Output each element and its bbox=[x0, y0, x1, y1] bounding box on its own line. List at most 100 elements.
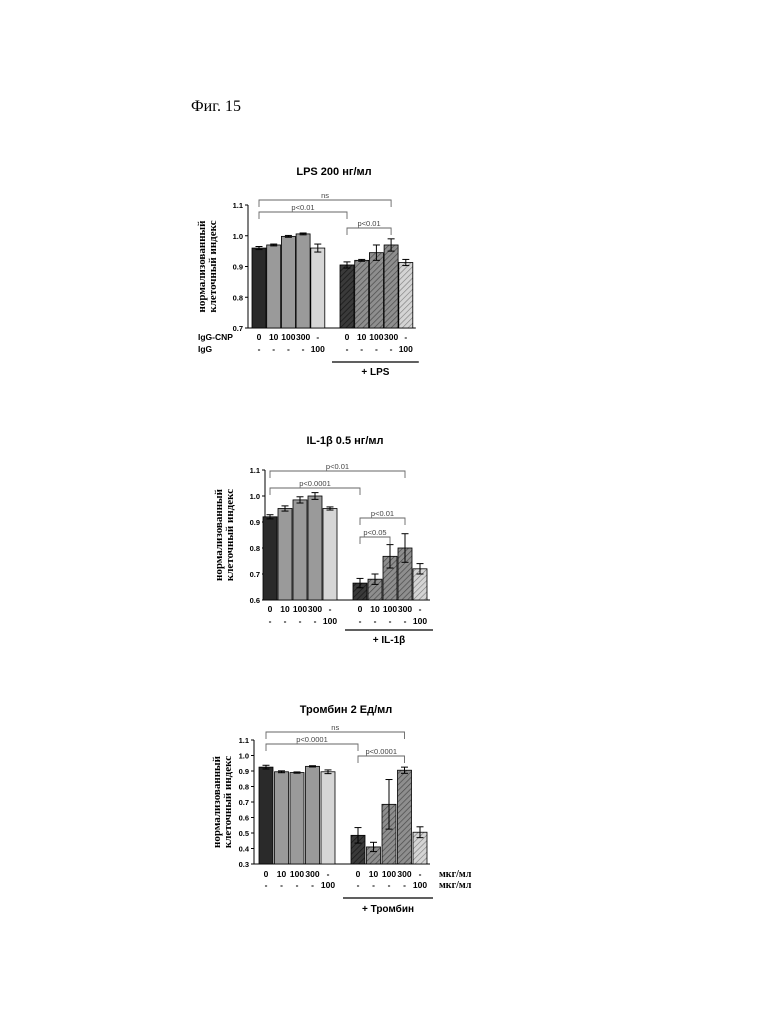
significance-bracket bbox=[347, 228, 391, 235]
y-tick-label: 0.7 bbox=[250, 570, 260, 579]
bar bbox=[267, 245, 281, 328]
y-tick-label: 0.3 bbox=[239, 860, 249, 869]
y-tick-label: 1.0 bbox=[250, 492, 260, 501]
significance-bracket bbox=[360, 537, 390, 544]
x-tick-label: - bbox=[404, 332, 407, 342]
bar bbox=[398, 770, 412, 864]
x-tick-label-row2: - bbox=[357, 880, 360, 890]
group-label: + Тромбин bbox=[362, 903, 414, 915]
x-tick-label: 100 bbox=[281, 332, 295, 342]
bar bbox=[252, 248, 266, 328]
chart-title: IL-1β 0.5 нг/мл bbox=[306, 435, 383, 447]
significance-bracket bbox=[259, 200, 391, 207]
x-tick-label: 0 bbox=[257, 332, 262, 342]
bar bbox=[311, 248, 325, 328]
x-tick-label-row2: - bbox=[287, 344, 290, 354]
x-tick-label: 100 bbox=[383, 604, 397, 614]
significance-bracket bbox=[266, 732, 405, 739]
bar bbox=[384, 245, 398, 328]
x-tick-label: 10 bbox=[357, 332, 367, 342]
x-tick-label-row2: - bbox=[302, 344, 305, 354]
bar bbox=[263, 517, 277, 600]
x-tick-label-row2: 100 bbox=[321, 880, 335, 890]
y-tick-label: 0.5 bbox=[239, 829, 249, 838]
significance-label: p<0.01 bbox=[371, 509, 394, 518]
bar bbox=[278, 508, 292, 600]
significance-bracket bbox=[266, 744, 358, 751]
y-tick-label: 1.0 bbox=[233, 232, 243, 241]
group-label: + LPS bbox=[361, 367, 389, 378]
significance-bracket bbox=[360, 518, 405, 525]
significance-label: p<0.0001 bbox=[366, 747, 398, 756]
y-tick-label: 1.1 bbox=[233, 201, 243, 210]
x-tick-label: 10 bbox=[370, 604, 380, 614]
bar bbox=[323, 508, 337, 600]
x-tick-label: 0 bbox=[268, 604, 273, 614]
bar bbox=[275, 772, 289, 864]
x-tick-label: 10 bbox=[277, 869, 287, 879]
significance-bracket bbox=[358, 756, 405, 763]
x-tick-label: 0 bbox=[345, 332, 350, 342]
significance-label: p<0.0001 bbox=[299, 479, 331, 488]
y-tick-label: 0.7 bbox=[233, 324, 243, 333]
y-axis-label: клеточный индекс bbox=[224, 489, 236, 581]
y-tick-label: 1.1 bbox=[239, 736, 249, 745]
unit-label: мкг/мл bbox=[439, 869, 472, 880]
x-tick-label-row2: - bbox=[346, 344, 349, 354]
row-label: IgG-CNP bbox=[198, 332, 233, 342]
x-tick-label-row2: 100 bbox=[413, 616, 427, 626]
significance-label: p<0.01 bbox=[291, 203, 314, 212]
row-label: IgG bbox=[198, 344, 213, 354]
x-tick-label-row2: - bbox=[311, 880, 314, 890]
x-tick-label-row2: - bbox=[314, 616, 317, 626]
bar bbox=[321, 772, 335, 864]
bar bbox=[355, 260, 369, 328]
bar bbox=[259, 767, 273, 864]
y-tick-label: 0.7 bbox=[239, 798, 249, 807]
x-tick-label: 10 bbox=[280, 604, 290, 614]
significance-label: p<0.0001 bbox=[296, 735, 328, 744]
x-tick-label: 100 bbox=[293, 604, 307, 614]
x-tick-label: 300 bbox=[308, 604, 322, 614]
y-tick-label: 0.8 bbox=[250, 544, 260, 553]
x-tick-label-row2: - bbox=[299, 616, 302, 626]
y-axis-label: клеточный индекс bbox=[222, 756, 234, 848]
bar bbox=[290, 773, 304, 864]
x-tick-label-row2: - bbox=[284, 616, 287, 626]
x-tick-label: - bbox=[419, 604, 422, 614]
x-tick-label-row2: 100 bbox=[399, 344, 413, 354]
y-tick-label: 0.4 bbox=[239, 845, 250, 854]
x-tick-label: 100 bbox=[369, 332, 383, 342]
x-tick-label-row2: - bbox=[265, 880, 268, 890]
x-tick-label-row2: - bbox=[403, 880, 406, 890]
y-tick-label: 1.1 bbox=[250, 466, 260, 475]
x-tick-label: - bbox=[329, 604, 332, 614]
bar bbox=[369, 253, 383, 328]
x-tick-label-row2: - bbox=[390, 344, 393, 354]
x-tick-label-row2: - bbox=[269, 616, 272, 626]
x-tick-label: 300 bbox=[398, 604, 412, 614]
bar bbox=[293, 500, 307, 600]
x-tick-label-row2: - bbox=[296, 880, 299, 890]
x-tick-label-row2: 100 bbox=[323, 616, 337, 626]
x-tick-label: 300 bbox=[397, 869, 411, 879]
significance-label: ns bbox=[331, 723, 339, 732]
group-label: + IL-1β bbox=[373, 635, 406, 646]
x-tick-label: 300 bbox=[384, 332, 398, 342]
chart-title: Тромбин 2 Ед/мл bbox=[300, 704, 393, 716]
x-tick-label: 100 bbox=[382, 869, 396, 879]
x-tick-label-row2: - bbox=[374, 616, 377, 626]
y-tick-label: 0.8 bbox=[239, 783, 249, 792]
y-tick-label: 0.9 bbox=[233, 263, 243, 272]
x-tick-label-row2: 100 bbox=[311, 344, 325, 354]
y-tick-label: 0.8 bbox=[233, 293, 243, 302]
x-tick-label: 10 bbox=[369, 869, 379, 879]
x-tick-label-row2: - bbox=[388, 880, 391, 890]
x-tick-label-row2: - bbox=[389, 616, 392, 626]
x-tick-label: - bbox=[327, 869, 330, 879]
x-tick-label-row2: 100 bbox=[413, 880, 427, 890]
bar bbox=[296, 234, 310, 328]
x-tick-label-row2: - bbox=[359, 616, 362, 626]
x-tick-label: 300 bbox=[305, 869, 319, 879]
